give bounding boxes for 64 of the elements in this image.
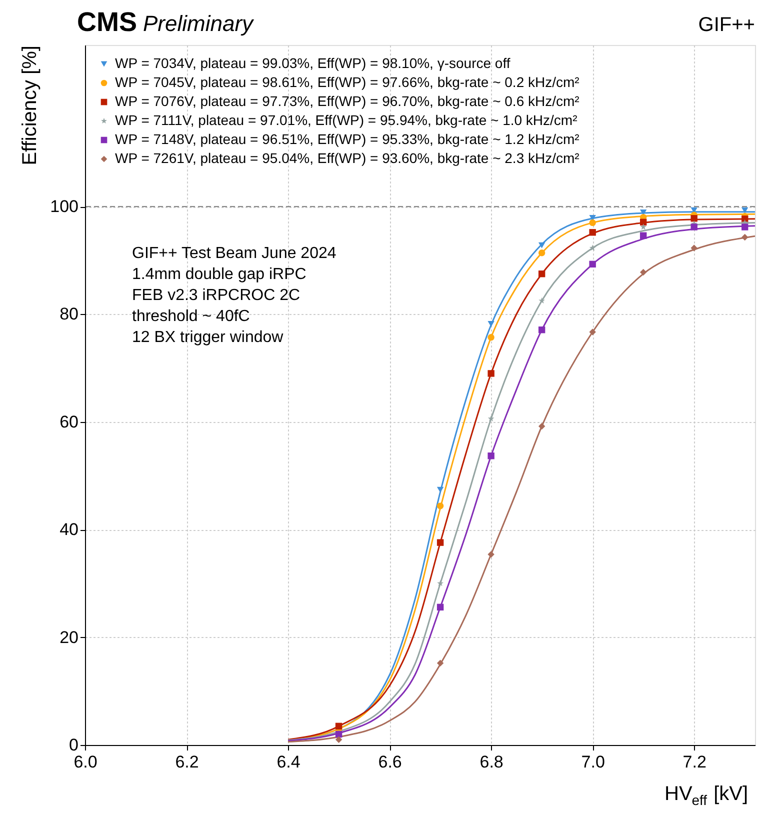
legend-label: WP = 7045V, plateau = 98.61%, Eff(WP) = 97.66%, bkg-rate ~ 0.2 kHz/cm² <box>115 74 580 90</box>
chart-subtitle: Preliminary <box>143 11 256 36</box>
legend-label: WP = 7261V, plateau = 95.04%, Eff(WP) = 93.60%, bkg-rate ~ 2.3 kHz/cm² <box>115 150 580 166</box>
legend-label: WP = 7111V, plateau = 97.01%, Eff(WP) = 95.94%, bkg-rate ~ 1.0 kHz/cm² <box>115 112 578 128</box>
point <box>741 224 748 230</box>
annotation: threshold ~ 40fC <box>132 308 250 325</box>
point <box>538 242 546 248</box>
point <box>538 326 546 334</box>
point <box>436 486 444 493</box>
point <box>741 234 748 241</box>
point <box>640 224 647 230</box>
x-tick-label: 7.2 <box>682 752 706 772</box>
x-tick-label: 6.8 <box>480 752 504 772</box>
chart-title: CMS <box>77 7 137 37</box>
point <box>640 210 647 216</box>
point <box>488 415 494 422</box>
legend-label: WP = 7034V, plateau = 99.03%, Eff(WP) = 98.10%, γ-source off <box>115 55 510 71</box>
point <box>488 551 494 558</box>
point <box>640 268 647 276</box>
y-axis-title: Efficiency [%] <box>19 46 42 166</box>
point <box>335 736 342 743</box>
point <box>538 422 546 430</box>
x-tick-label: 6.0 <box>74 752 98 772</box>
point <box>589 328 596 336</box>
point <box>436 604 444 611</box>
x-tick-label: 6.4 <box>276 752 300 772</box>
point <box>690 215 698 222</box>
y-tick-label: 40 <box>60 520 78 540</box>
legend-label: WP = 7076V, plateau = 97.73%, Eff(WP) = 96.70%, bkg-rate ~ 0.6 kHz/cm² <box>115 93 580 109</box>
point <box>436 502 444 510</box>
point <box>436 539 444 546</box>
x-tick-label: 7.0 <box>581 752 605 772</box>
point <box>538 270 546 278</box>
point <box>488 334 494 341</box>
text: GIF++ <box>698 14 755 36</box>
point <box>589 219 596 226</box>
y-tick-label: 80 <box>60 304 78 324</box>
point <box>437 580 444 586</box>
annotation: FEB v2.3 iRPCROC 2C <box>132 287 300 304</box>
point <box>690 244 698 252</box>
annotation: GIF++ Test Beam June 2024 <box>132 245 336 262</box>
point <box>538 297 546 304</box>
point <box>488 370 494 377</box>
point <box>589 260 596 268</box>
point <box>690 224 698 230</box>
point <box>640 232 647 239</box>
y-tick-label: 20 <box>60 628 78 647</box>
point <box>640 218 647 226</box>
y-tick-label: 100 <box>50 197 78 216</box>
point <box>741 207 748 214</box>
point <box>488 452 494 460</box>
y-tick-label: 60 <box>60 412 78 432</box>
annotation: 12 BX trigger window <box>132 329 284 346</box>
point <box>335 722 342 730</box>
point <box>589 229 596 236</box>
legend-label: WP = 7148V, plateau = 96.51%, Eff(WP) = 95.33%, bkg-rate ~ 1.2 kHz/cm² <box>115 131 580 147</box>
x-tick-label: 6.2 <box>175 752 199 772</box>
annotation: 1.4mm double gap iRPC <box>132 266 306 283</box>
point <box>589 244 596 251</box>
y-tick-label: 0 <box>69 736 78 754</box>
point <box>436 660 444 667</box>
x-tick-label: 6.6 <box>378 752 402 772</box>
point <box>488 321 494 327</box>
point <box>538 250 546 256</box>
